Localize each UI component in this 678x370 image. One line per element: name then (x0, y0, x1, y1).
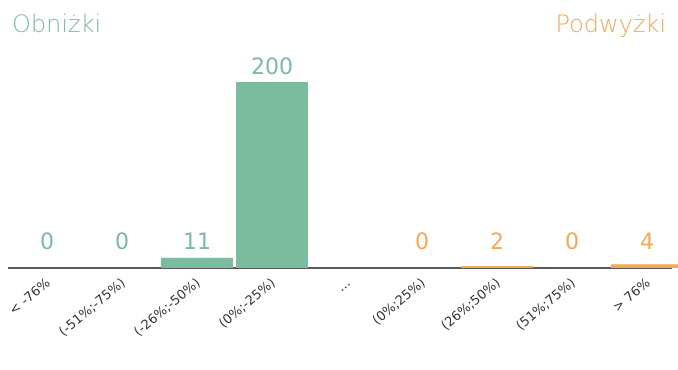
bar-2 (161, 257, 233, 268)
bar-6 (461, 266, 533, 268)
tick-label-0: < -76% (7, 276, 54, 319)
data-label-3: 200 (251, 55, 293, 80)
tick-label-2: (-26%;-50%) (131, 276, 203, 340)
data-label-1: 0 (115, 230, 129, 255)
tick-label-6: (26%;50%) (439, 276, 504, 334)
bar-3 (236, 82, 308, 268)
tick-label-8: > 76% (610, 276, 653, 316)
increases-label: Podwyżki (555, 10, 666, 38)
tick-label-1: (-51%;-75%) (56, 276, 128, 340)
tick-label-7: (51%;75%) (514, 276, 579, 334)
tick-label-4: ... (334, 276, 353, 295)
data-label-2: 11 (183, 230, 211, 255)
data-label-5: 0 (415, 230, 429, 255)
data-label-0: 0 (40, 230, 54, 255)
bar-8 (611, 264, 678, 268)
data-label-8: 4 (640, 230, 654, 255)
decreases-label: Obniżki (12, 10, 102, 38)
tick-label-3: (0%;-25%) (216, 276, 278, 332)
data-label-6: 2 (490, 230, 504, 255)
tick-label-5: (0%;25%) (370, 276, 429, 329)
data-label-7: 0 (565, 230, 579, 255)
